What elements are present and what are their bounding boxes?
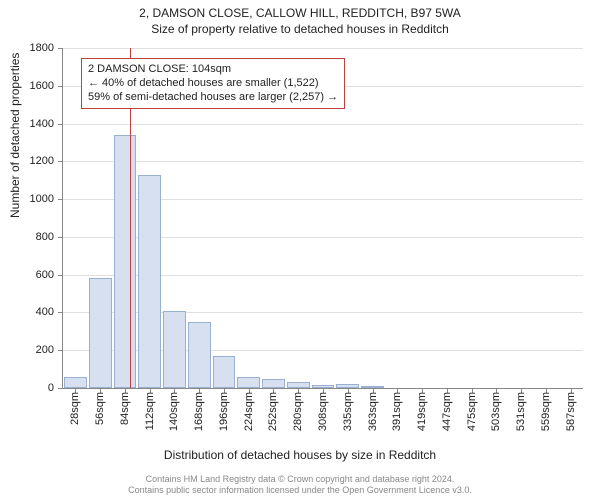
ytick-mark: [58, 350, 63, 351]
chart-container: 2, DAMSON CLOSE, CALLOW HILL, REDDITCH, …: [0, 0, 600, 500]
gridline: [63, 48, 583, 49]
ytick-mark: [58, 48, 63, 49]
xtick-label: 168sqm: [193, 392, 205, 431]
ytick-mark: [58, 388, 63, 389]
x-axis-label: Distribution of detached houses by size …: [0, 448, 600, 462]
footer: Contains HM Land Registry data © Crown c…: [0, 474, 600, 496]
xtick-label: 84sqm: [119, 392, 131, 425]
bar: [138, 175, 161, 388]
xtick-label: 503sqm: [490, 392, 502, 431]
ytick-label: 1400: [14, 118, 54, 130]
ytick-label: 1600: [14, 80, 54, 92]
plot-area: 28sqm56sqm84sqm112sqm140sqm168sqm196sqm2…: [62, 48, 583, 389]
ytick-mark: [58, 199, 63, 200]
ytick-label: 1000: [14, 193, 54, 205]
ytick-mark: [58, 161, 63, 162]
xtick-label: 196sqm: [218, 392, 230, 431]
ytick-label: 600: [14, 269, 54, 281]
annotation-line-1: 2 DAMSON CLOSE: 104sqm: [88, 63, 338, 77]
bar: [114, 135, 137, 388]
xtick-label: 531sqm: [515, 392, 527, 431]
xtick-label: 559sqm: [540, 392, 552, 431]
xtick-label: 447sqm: [441, 392, 453, 431]
bar: [213, 356, 236, 388]
bar: [188, 322, 211, 388]
bar: [237, 377, 260, 388]
ytick-label: 800: [14, 231, 54, 243]
xtick-label: 140sqm: [168, 392, 180, 431]
xtick-label: 363sqm: [367, 392, 379, 431]
bar: [163, 311, 186, 388]
title-main: 2, DAMSON CLOSE, CALLOW HILL, REDDITCH, …: [0, 0, 600, 20]
title-sub: Size of property relative to detached ho…: [0, 20, 600, 36]
xtick-label: 56sqm: [94, 392, 106, 425]
xtick-label: 587sqm: [565, 392, 577, 431]
annotation-box: 2 DAMSON CLOSE: 104sqm ← 40% of detached…: [81, 58, 345, 109]
ytick-mark: [58, 237, 63, 238]
bar: [262, 379, 285, 388]
xtick-label: 475sqm: [466, 392, 478, 431]
gridline: [63, 161, 583, 162]
ytick-label: 1200: [14, 155, 54, 167]
ytick-label: 400: [14, 306, 54, 318]
footer-line-1: Contains HM Land Registry data © Crown c…: [0, 474, 600, 485]
ytick-mark: [58, 86, 63, 87]
xtick-label: 224sqm: [243, 392, 255, 431]
xtick-label: 308sqm: [317, 392, 329, 431]
ytick-mark: [58, 124, 63, 125]
ytick-mark: [58, 275, 63, 276]
footer-line-2: Contains public sector information licen…: [0, 485, 600, 496]
ytick-label: 1800: [14, 42, 54, 54]
annotation-line-2: ← 40% of detached houses are smaller (1,…: [88, 77, 338, 91]
xtick-label: 391sqm: [391, 392, 403, 431]
gridline: [63, 124, 583, 125]
bar: [64, 377, 87, 388]
xtick-label: 252sqm: [267, 392, 279, 431]
annotation-line-3: 59% of semi-detached houses are larger (…: [88, 91, 338, 105]
bar: [89, 278, 112, 388]
xtick-label: 112sqm: [144, 392, 156, 430]
ytick-label: 200: [14, 344, 54, 356]
ytick-label: 0: [14, 382, 54, 394]
ytick-mark: [58, 312, 63, 313]
xtick-label: 28sqm: [69, 392, 81, 425]
xtick-label: 280sqm: [292, 392, 304, 431]
xtick-label: 335sqm: [342, 392, 354, 431]
xtick-label: 419sqm: [416, 392, 428, 431]
